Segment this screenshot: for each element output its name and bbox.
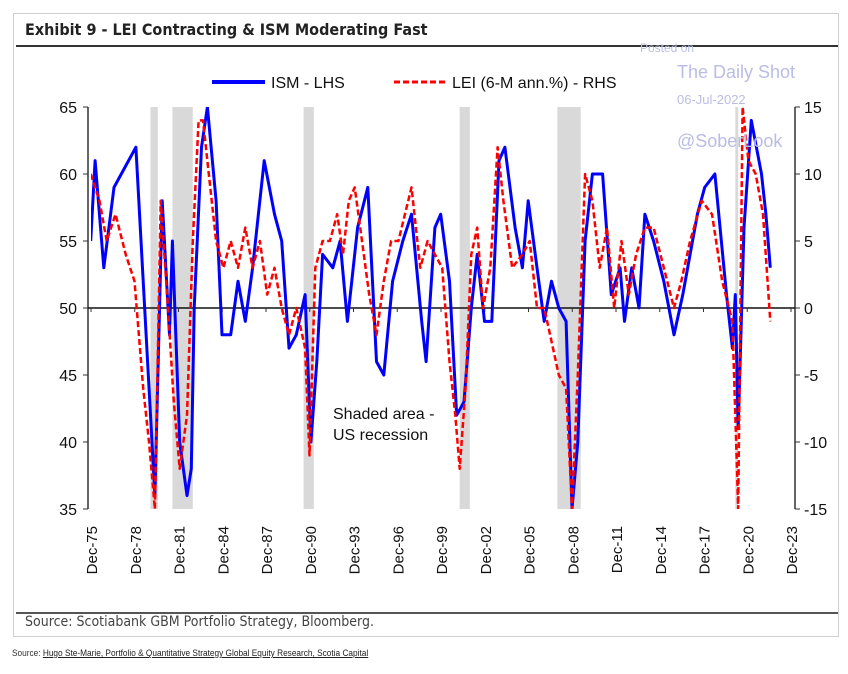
x-tick-label: Dec-78 bbox=[128, 526, 145, 574]
chart-source-note: Source: Scotiabank GBM Portfolio Strateg… bbox=[25, 614, 375, 630]
legend-lei-label: LEI (6-M ann.%) - RHS bbox=[452, 75, 616, 92]
x-tick-label: Dec-87 bbox=[259, 526, 276, 574]
left-tick-label: 50 bbox=[59, 301, 77, 318]
legend: ISM - LHS LEI (6-M ann.%) - RHS bbox=[212, 75, 616, 92]
legend-ism-label: ISM - LHS bbox=[271, 75, 345, 92]
x-tick-label: Dec-90 bbox=[303, 526, 320, 574]
x-tick-label: Dec-75 bbox=[84, 526, 101, 574]
page-source-prefix: Source: bbox=[12, 648, 43, 658]
left-tick-label: 40 bbox=[59, 435, 77, 452]
watermark-daily-shot: The Daily Shot bbox=[677, 62, 795, 82]
x-tick-label: Dec-08 bbox=[565, 526, 582, 574]
right-tick-label: -5 bbox=[804, 368, 818, 385]
lei-line bbox=[91, 107, 772, 509]
watermark-date: 06-Jul-2022 bbox=[677, 92, 746, 107]
source-divider bbox=[16, 612, 838, 614]
watermark-posted-on: Posted on bbox=[640, 41, 694, 55]
page-source: Source: Hugo Ste-Marie, Portfolio & Quan… bbox=[12, 648, 368, 658]
right-tick-label: -15 bbox=[804, 502, 827, 519]
x-tick-label: Dec-14 bbox=[653, 526, 670, 574]
title-divider bbox=[16, 45, 838, 47]
watermark-handle: @SoberLook bbox=[677, 131, 783, 151]
x-tick-label: Dec-96 bbox=[390, 526, 407, 574]
x-tick-label: Dec-81 bbox=[172, 526, 189, 574]
right-tick-label: 15 bbox=[804, 100, 822, 117]
left-tick-label: 45 bbox=[59, 368, 77, 385]
ism-line bbox=[91, 107, 772, 509]
exhibit-frame bbox=[13, 13, 839, 637]
x-tick-label: Dec-20 bbox=[740, 526, 757, 574]
right-tick-label: -10 bbox=[804, 435, 827, 452]
x-tick-label: Dec-93 bbox=[347, 526, 364, 574]
x-tick-label: Dec-99 bbox=[434, 526, 451, 574]
x-tick-label: Dec-84 bbox=[215, 526, 232, 574]
x-tick-label: Dec-11 bbox=[609, 526, 626, 573]
right-tick-label: 10 bbox=[804, 167, 822, 184]
x-tick-label: Dec-17 bbox=[697, 526, 714, 574]
recession-annotation-line2: US recession bbox=[333, 427, 428, 444]
left-tick-label: 65 bbox=[59, 100, 77, 117]
right-tick-label: 5 bbox=[804, 234, 813, 251]
x-tick-label: Dec-05 bbox=[522, 526, 539, 574]
page-source-link[interactable]: Hugo Ste-Marie, Portfolio & Quantitative… bbox=[42, 648, 369, 658]
left-tick-label: 35 bbox=[59, 502, 77, 519]
chart-title: Exhibit 9 - LEI Contracting & ISM Modera… bbox=[25, 20, 428, 39]
left-tick-label: 55 bbox=[59, 234, 77, 251]
left-tick-label: 60 bbox=[59, 167, 77, 184]
recession-annotation-line1: Shaded area - bbox=[333, 406, 434, 423]
x-tick-label: Dec-02 bbox=[478, 526, 495, 574]
x-tick-label: Dec-23 bbox=[784, 526, 801, 574]
right-tick-label: 0 bbox=[804, 301, 813, 318]
